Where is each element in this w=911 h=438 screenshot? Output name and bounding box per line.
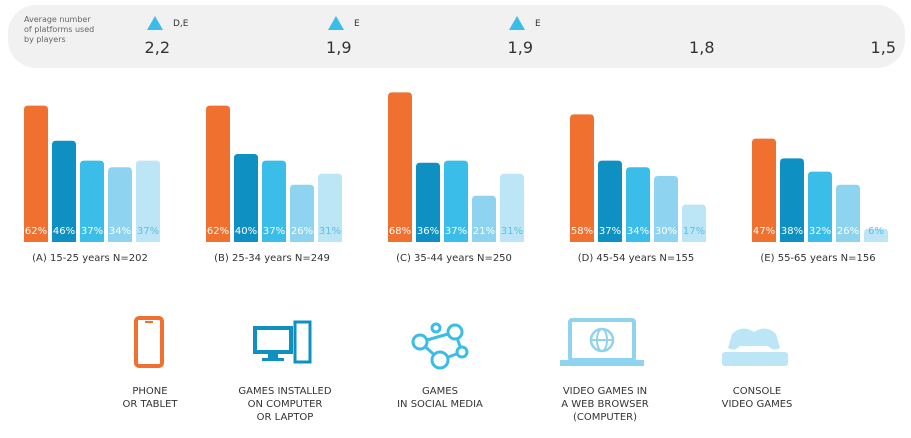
value-label: 32% [809, 226, 831, 237]
value-label: 37% [263, 226, 285, 237]
bar [416, 162, 440, 242]
value-label: 37% [137, 226, 159, 237]
category-label: (D) 45-54 years N=155 [578, 253, 695, 264]
bar [682, 204, 706, 242]
bar [136, 160, 160, 242]
value-label: 47% [753, 226, 775, 237]
bar [780, 158, 804, 242]
value-label: 62% [25, 226, 47, 237]
significance-marker [328, 16, 344, 30]
bar [444, 160, 468, 242]
value-label: 62% [207, 226, 229, 237]
value-label: 26% [291, 226, 313, 237]
value-label: 26% [837, 226, 859, 237]
value-label: 37% [81, 226, 103, 237]
summary-label: Average number of platforms used by play… [24, 15, 95, 44]
value-label: 31% [319, 226, 341, 237]
value-label: 21% [473, 226, 495, 237]
bar [654, 176, 678, 242]
category-label: (E) 55-65 years N=156 [760, 253, 875, 264]
bar [836, 184, 860, 242]
bar [472, 195, 496, 242]
bar [808, 171, 832, 242]
legend-label: GAMES INSTALLED ON COMPUTER OR LAPTOP [238, 386, 332, 423]
value-label: 31% [501, 226, 523, 237]
bar [626, 167, 650, 242]
legend-label: CONSOLE VIDEO GAMES [721, 386, 793, 410]
bar [206, 105, 230, 242]
bar [108, 167, 132, 242]
bar [864, 228, 888, 242]
value-label: 6% [868, 226, 884, 237]
bar [80, 160, 104, 242]
icon-console [722, 328, 788, 366]
value-label: 40% [235, 226, 257, 237]
bar [500, 173, 524, 242]
bar [318, 173, 342, 242]
bar [262, 160, 286, 242]
icon-phone [134, 316, 164, 368]
bar [234, 154, 258, 242]
significance-label: D,E [173, 19, 189, 29]
icon-computer [253, 320, 312, 364]
bar [24, 105, 48, 242]
icon-social [411, 322, 469, 370]
bar [570, 114, 594, 242]
value-label: 37% [445, 226, 467, 237]
bar [598, 160, 622, 242]
icon-browser [560, 318, 644, 366]
value-label: 46% [53, 226, 75, 237]
average-value: 2,2 [145, 38, 170, 57]
value-label: 37% [599, 226, 621, 237]
value-label: 30% [655, 226, 677, 237]
significance-marker [509, 16, 525, 30]
significance-label: E [354, 19, 360, 29]
average-value: 1,5 [871, 38, 896, 57]
category-label: (B) 25-34 years N=249 [214, 253, 330, 264]
average-value: 1,9 [508, 38, 533, 57]
bar [52, 140, 76, 242]
value-label: 34% [109, 226, 131, 237]
bar [388, 92, 412, 243]
value-label: 17% [683, 226, 705, 237]
significance-marker [147, 16, 163, 30]
average-value: 1,9 [326, 38, 351, 57]
value-label: 36% [417, 226, 439, 237]
value-label: 68% [389, 226, 411, 237]
average-value: 1,8 [689, 38, 714, 57]
value-label: 34% [627, 226, 649, 237]
summary-panel [8, 5, 905, 68]
category-label: (C) 35-44 years N=250 [396, 253, 512, 264]
significance-label: E [535, 19, 541, 29]
value-label: 58% [571, 226, 593, 237]
legend-label: GAMES IN SOCIAL MEDIA [397, 386, 483, 410]
legend-label: VIDEO GAMES IN A WEB BROWSER (COMPUTER) [561, 386, 649, 423]
bar [290, 184, 314, 242]
category-label: (A) 15-25 years N=202 [32, 253, 148, 264]
value-label: 38% [781, 226, 803, 237]
legend-label: PHONE OR TABLET [122, 386, 178, 410]
bar [752, 138, 776, 242]
